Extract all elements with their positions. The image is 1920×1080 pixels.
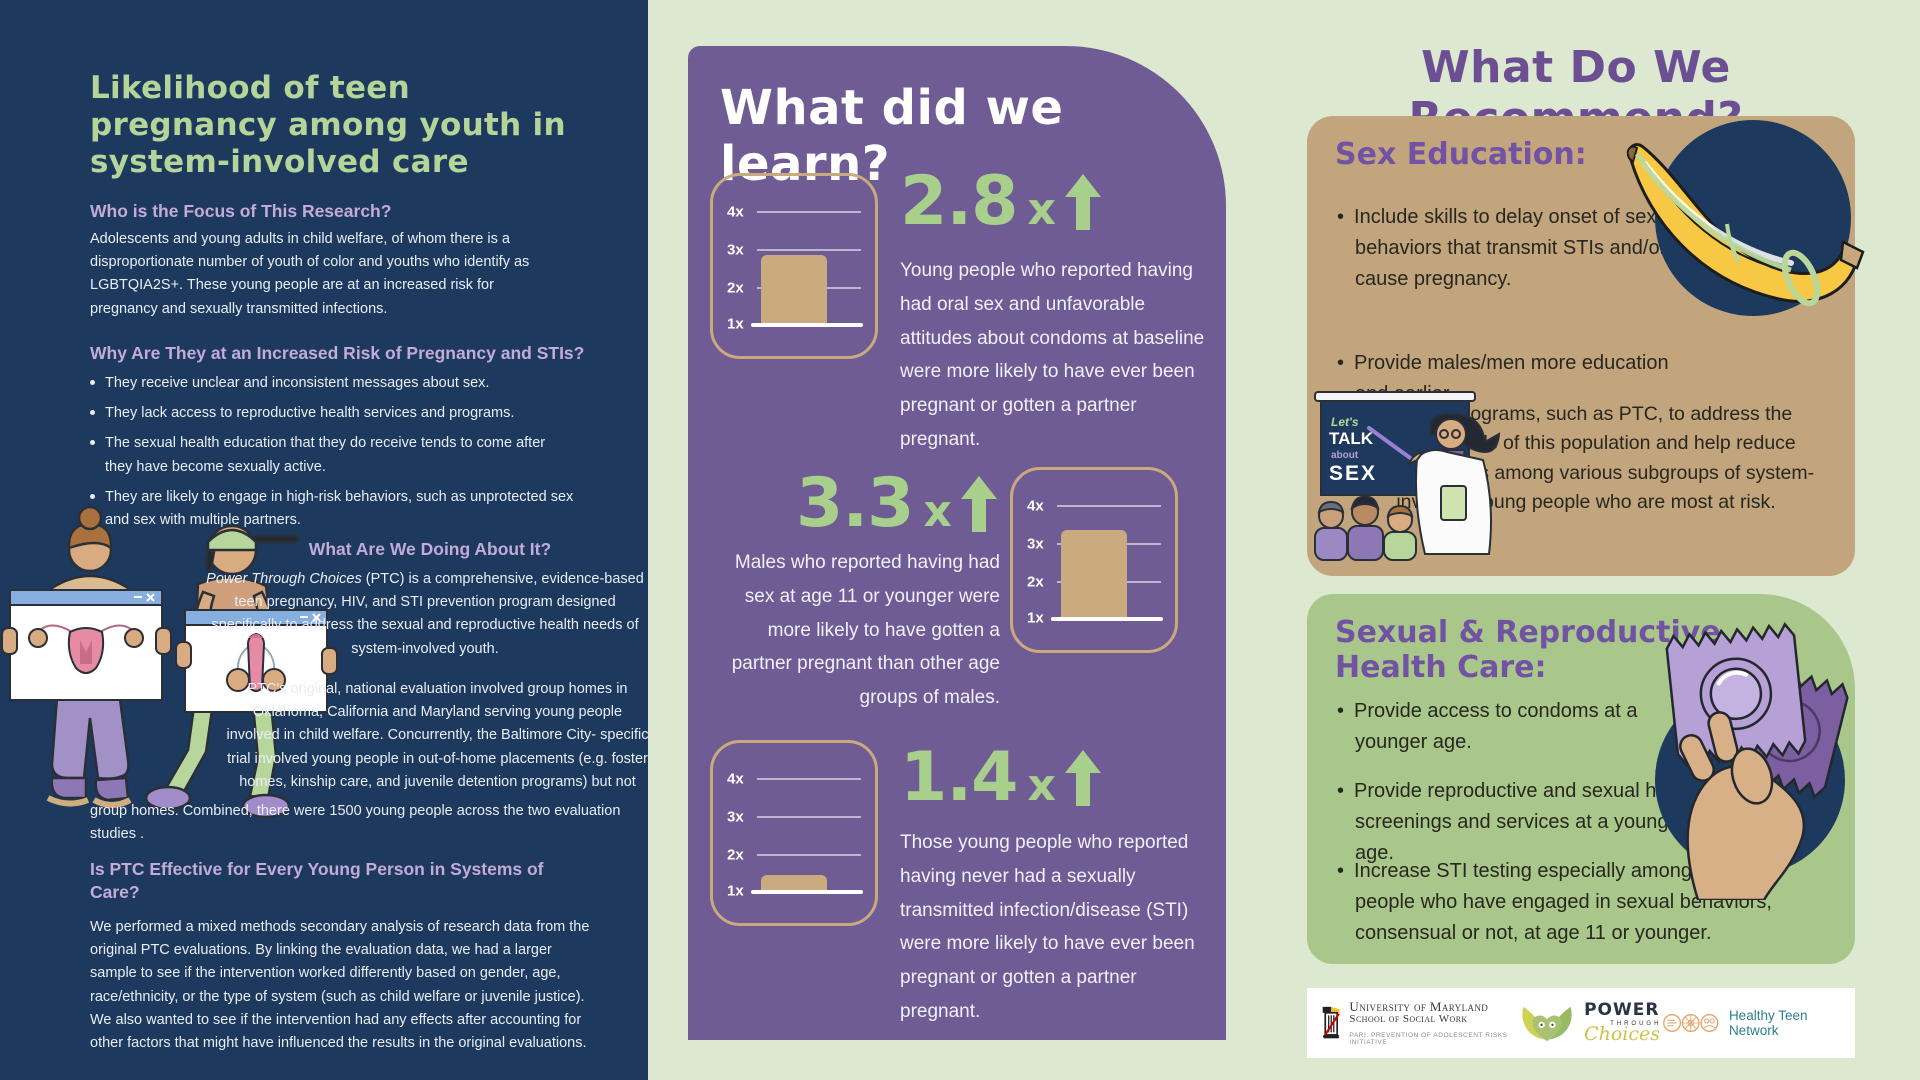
evaluation-paragraph-2: group homes. Combined, there were 1500 y… [90,803,621,843]
tick-label: 2x [727,279,744,297]
bar-chart-2-8x: 4x 3x 2x 1x [710,173,878,359]
list-item: They lack access to reproductive health … [90,402,575,425]
stat-value-2: 3.3 x [796,470,997,538]
tick-label: 3x [727,808,744,826]
umd-name: University of Maryland [1349,998,1489,1014]
page-title: Likelihood of teen pregnancy among youth… [90,70,566,181]
findings-title: What did we learn? [720,80,1064,192]
classroom-illustration: Let's TALK about SEX [1313,384,1503,562]
tick-label: 4x [727,203,744,221]
findings-panel: What did we learn? 4x 3x 2x 1x 2.8 x Youn… [688,46,1226,1040]
list-item: Provide reproductive and sexual health s… [1337,776,1727,869]
list-item: The sexual health education that they do… [90,432,575,478]
hand-holding-condoms-illustration [1624,600,1859,902]
gridline [757,854,861,856]
chart-baseline [751,890,863,894]
section-body-focus: Adolescents and young adults in child we… [90,231,530,317]
stat-description-3: Those young people who reported having n… [900,832,1195,1023]
gridline [757,249,861,251]
left-panel: Likelihood of teen pregnancy among youth… [0,0,649,1080]
blackboard-word-sex: SEX [1329,462,1377,485]
list-item: They are likely to engage in high-risk b… [90,486,575,532]
bullet-icon [90,410,95,416]
sex-education-heading: Sex Education: [1335,137,1587,172]
umd-school: School of Social Work [1349,1013,1468,1026]
section-heading-focus: Who is the Focus of This Research? [90,201,392,221]
blackboard-word-talk: TALK [1329,429,1374,448]
chart-baseline [751,323,863,327]
bullet-icon [90,440,95,446]
htn-name: Healthy Teen Network [1728,1008,1808,1038]
tick-label: 2x [1027,573,1044,591]
tick-label: 1x [727,882,744,900]
tick-label: 2x [727,846,744,864]
list-item: Include skills to delay onset of sexual … [1337,202,1703,295]
umd-shield-icon [1322,1006,1340,1039]
pointer-stick [1367,426,1415,462]
owl-icon [1522,1006,1572,1042]
tick-label: 4x [727,770,744,788]
ptc-word-power: POWER [1584,1000,1660,1020]
increase-arrow-icon [960,476,997,532]
blackboard-word-lets: Let's [1331,415,1359,429]
sex-education-card: Sex Education: Include skills to delay o… [1307,116,1865,576]
gridline [757,816,861,818]
tick-label: 3x [727,241,744,259]
list-item: Provide access to condoms at a younger a… [1337,696,1685,758]
umd-logo: University of Maryland School of Social … [1321,998,1518,1047]
bullet-icon [90,493,95,499]
blackboard-word-about: about [1331,450,1359,461]
section-heading-effective: Is PTC Effective for Every Young Person … [90,859,544,902]
list-item: Increase STI testing especially among yo… [1337,856,1795,949]
program-name-italic: Power Through Choices [206,571,362,587]
section-body-effective: We performed a mixed methods secondary a… [90,919,590,1051]
bar-chart-3-3x: 4x 3x 2x 1x [1010,467,1178,653]
section-body-doing: Power Through Choices (PTC) is a compreh… [206,571,644,657]
healthy-teen-network-logo: Healthy Teen Network [1661,1008,1841,1038]
section-heading-risk: Why Are They at an Increased Risk of Pre… [90,343,585,363]
health-care-card: Sexual & Reproductive Health Care: Provi… [1307,594,1855,964]
gridline [757,211,861,213]
partner-logo-bar: University of Maryland School of Social … [1307,988,1855,1058]
chart-bar [761,255,827,323]
evaluation-paragraph-1: PTC's original, national evaluation invo… [226,681,649,790]
htn-circles-icon [1663,1014,1719,1032]
ptc-word-through: THROUGH [1610,1021,1662,1027]
chart-bar [1061,530,1127,617]
umd-initiative: PARI: PREVENTION OF ADOLESCENT RISKS INI… [1349,1032,1508,1047]
tick-label: 4x [1027,497,1044,515]
power-through-choices-logo: POWER THROUGH Choices [1518,1002,1661,1044]
ptc-word-choices: Choices [1584,1023,1661,1045]
bullet-icon [90,380,95,385]
increase-arrow-icon [1064,750,1101,806]
health-care-heading: Sexual & Reproductive Health Care: [1335,615,1721,685]
section-heading-doing: What Are We Doing About It? [308,539,552,559]
people-holding-anatomy-diagrams-illustration [1,505,338,819]
browser-window-uterus-diagram [9,589,163,701]
gridline [1057,505,1161,507]
chart-bar [761,875,827,890]
gridline [757,778,861,780]
stat-description-2: Males who reported having had sex at age… [731,552,1000,709]
risk-bullet-list: They receive unclear and inconsistent me… [90,372,575,539]
tick-label: 1x [1027,609,1044,627]
stat-value-1: 2.8 x [900,168,1101,236]
tick-label: 1x [727,315,744,333]
tick-label: 3x [1027,535,1044,553]
browser-window-male-anatomy [184,609,328,713]
chart-baseline [1051,617,1163,621]
bar-chart-1-4x: 4x 3x 2x 1x [710,740,878,926]
increase-arrow-icon [1064,174,1101,230]
stat-description-1: Young people who reported having had ora… [900,260,1205,451]
list-item: They receive unclear and inconsistent me… [90,372,575,395]
stat-value-3: 1.4 x [900,744,1101,812]
banana-condom-illustration [1595,104,1865,344]
